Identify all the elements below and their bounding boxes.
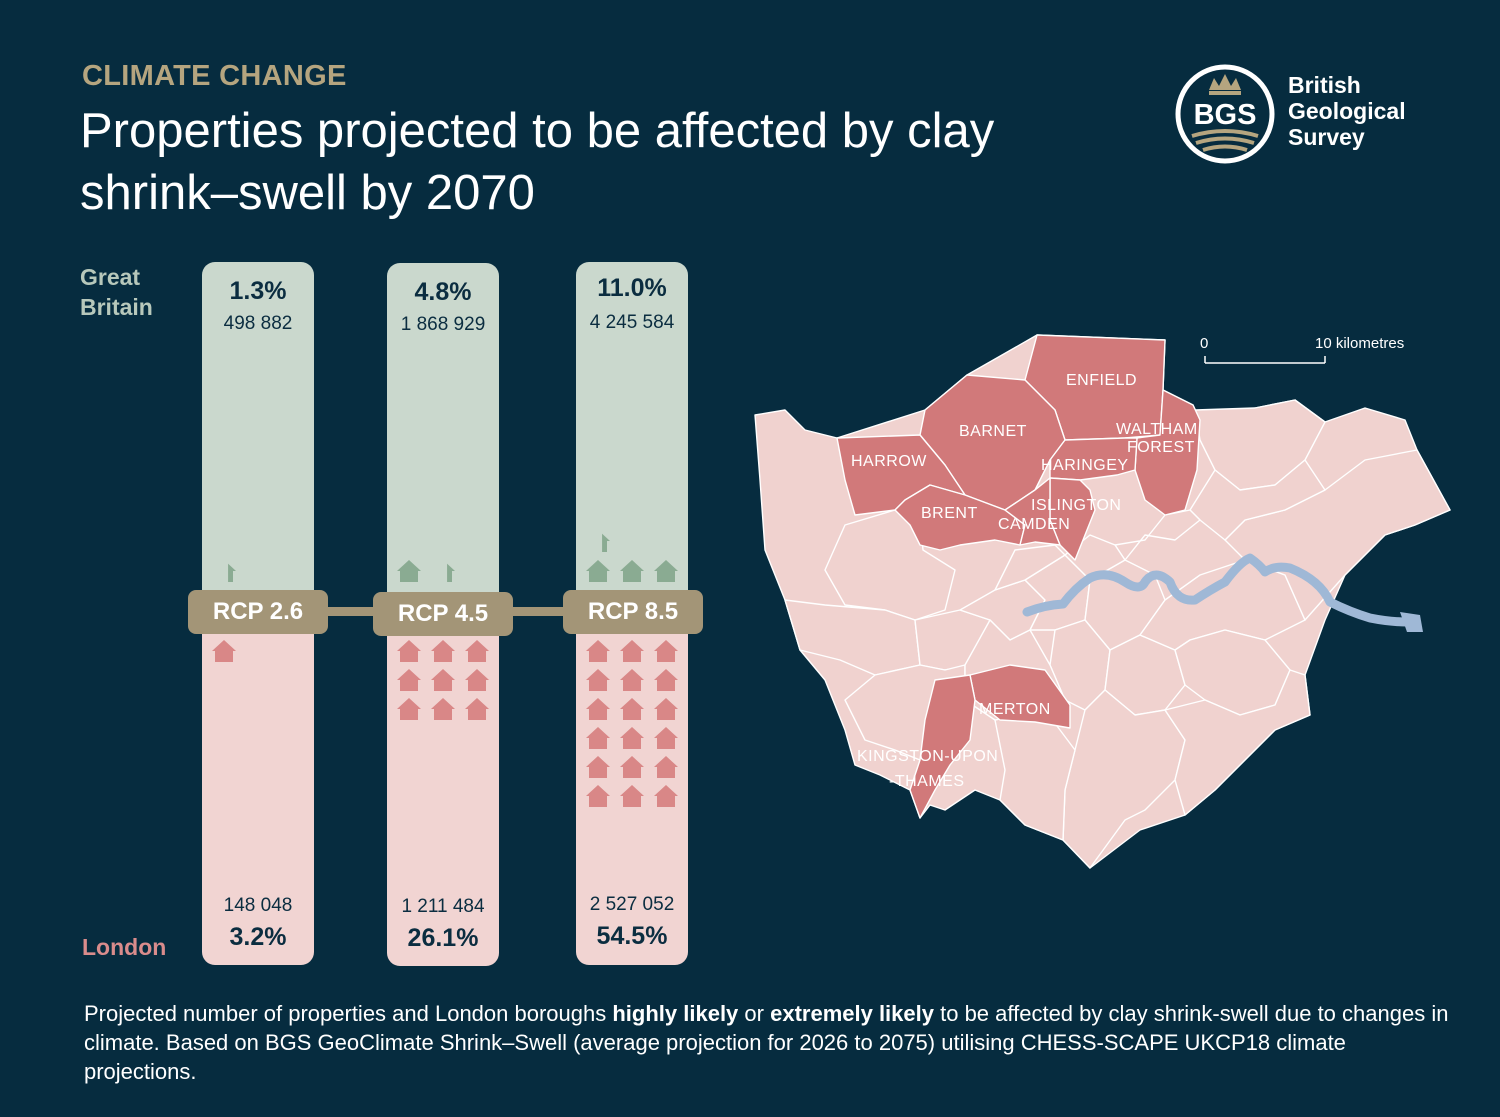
scenario-connector <box>320 607 380 616</box>
gb-panel <box>202 262 314 614</box>
borough-label-brent: BRENT <box>921 505 978 522</box>
borough-label-kingston-2: -THAMES <box>889 773 965 790</box>
london-count: 2 527 052 <box>589 894 675 915</box>
great-britain-label-line-2: Britain <box>80 294 153 320</box>
scenario-connector <box>505 607 575 616</box>
scenario-column-rcp26: 1.3% 498 882 148 048 3.2% <box>202 262 314 965</box>
logo-line-2: Geological <box>1288 98 1406 124</box>
london-label: London <box>82 934 167 960</box>
london-percentage: 26.1% <box>407 924 479 952</box>
great-britain-label-line-1: Great <box>80 264 141 290</box>
london-count: 148 048 <box>223 895 293 916</box>
logo-text: British Geological Survey <box>1288 72 1406 150</box>
caption-emphasis-highly-likely: highly likely <box>612 1001 739 1026</box>
rcp-label: RCP 4.5 <box>373 592 513 636</box>
borough-merton <box>969 664 1071 729</box>
crown-icon <box>1209 74 1241 95</box>
gb-count: 1 868 929 <box>400 314 486 335</box>
borough-label-enfield: ENFIELD <box>1066 372 1137 389</box>
london-percentage: 3.2% <box>229 923 287 951</box>
gb-panel <box>387 263 499 615</box>
header-kicker: CLIMATE CHANGE <box>82 60 347 92</box>
borough-waltham-forest <box>1134 389 1201 516</box>
logo-mark: BGS <box>1194 99 1257 131</box>
scale-end-label: 10 kilometres <box>1315 335 1404 352</box>
borough-label-barnet: BARNET <box>959 423 1027 440</box>
page-title: Properties projected to be affected by c… <box>80 104 995 220</box>
borough-label-kingston-1: KINGSTON-UPON <box>857 748 998 765</box>
bgs-logo: BGS <box>1175 64 1275 164</box>
caption-text: to be affected by clay shrink-swell due … <box>84 1001 1449 1084</box>
rcp-label: RCP 2.6 <box>188 590 328 634</box>
gb-percentage: 1.3% <box>229 277 287 305</box>
borough-label-merton: MERTON <box>979 701 1051 718</box>
gb-count: 498 882 <box>223 313 293 334</box>
caption-text: or <box>738 1001 771 1026</box>
caption-emphasis-extremely-likely: extremely likely <box>770 1001 934 1026</box>
borough-label-camden: CAMDEN <box>998 516 1070 533</box>
borough-kingston-upon-thames <box>909 674 976 819</box>
gb-count: 4 245 584 <box>589 312 675 333</box>
scale-bar <box>1204 356 1326 364</box>
gb-percentage: 4.8% <box>414 278 472 306</box>
gb-panel <box>576 262 688 614</box>
borough-label-forest: FOREST <box>1127 439 1195 456</box>
caption-text: Projected number of properties and Londo… <box>84 1001 613 1026</box>
london-borough-map: 0 10 kilometres ENFIELD BARNET WALTHAM F… <box>754 334 1451 869</box>
great-britain-label: Great Britain <box>80 262 153 322</box>
logo-line-3: Survey <box>1288 124 1365 150</box>
gb-percentage: 11.0% <box>597 274 667 302</box>
borough-camden <box>1004 477 1061 546</box>
borough-label-harrow: HARROW <box>851 453 927 470</box>
river-thames <box>1022 553 1412 627</box>
logo-line-1: British <box>1288 72 1361 98</box>
london-count: 1 211 484 <box>401 896 485 917</box>
rcp-label: RCP 8.5 <box>563 590 703 634</box>
borough-label-waltham: WALTHAM <box>1116 421 1198 438</box>
scale-start-label: 0 <box>1200 335 1208 352</box>
london-percentage: 54.5% <box>596 922 668 950</box>
london-panel <box>202 614 314 965</box>
borough-label-haringey: HARINGEY <box>1041 457 1129 474</box>
figure-caption: Projected number of properties and Londo… <box>84 999 1464 1086</box>
borough-label-islington: ISLINGTON <box>1031 497 1121 514</box>
